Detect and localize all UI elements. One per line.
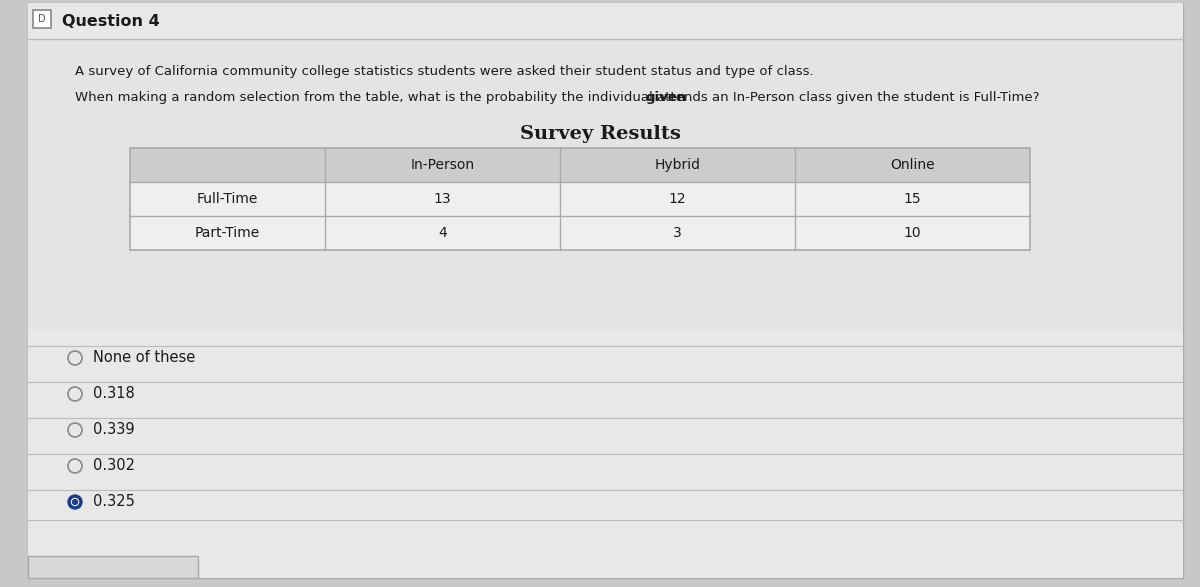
FancyBboxPatch shape [130,182,1030,216]
Text: When making a random selection from the table, what is the probability the indiv: When making a random selection from the … [74,90,1039,103]
Text: 12: 12 [668,192,686,206]
FancyBboxPatch shape [28,330,1183,578]
FancyBboxPatch shape [28,556,198,578]
Text: Part-Time: Part-Time [194,226,260,240]
Text: A survey of California community college statistics students were asked their st: A survey of California community college… [74,66,814,79]
Circle shape [72,498,78,505]
Text: 10: 10 [904,226,922,240]
Text: Hybrid: Hybrid [654,158,701,172]
Circle shape [68,495,82,509]
Text: given: given [646,90,686,103]
Text: 4: 4 [438,226,446,240]
FancyBboxPatch shape [28,3,1183,39]
Text: 0.302: 0.302 [94,458,134,474]
FancyBboxPatch shape [130,148,1030,182]
Text: 0.339: 0.339 [94,423,134,437]
FancyBboxPatch shape [34,10,50,28]
Text: 15: 15 [904,192,922,206]
Text: 13: 13 [433,192,451,206]
Text: 0.325: 0.325 [94,494,134,510]
Text: Online: Online [890,158,935,172]
Text: None of these: None of these [94,350,196,366]
Text: Full-Time: Full-Time [197,192,258,206]
FancyBboxPatch shape [28,39,1183,578]
Circle shape [72,500,78,504]
Text: 0.318: 0.318 [94,386,134,402]
Text: Survey Results: Survey Results [520,125,680,143]
Text: Question 4: Question 4 [62,14,160,29]
Text: In-Person: In-Person [410,158,474,172]
FancyBboxPatch shape [130,216,1030,250]
Text: D: D [38,15,46,25]
Text: 3: 3 [673,226,682,240]
FancyBboxPatch shape [28,3,1183,578]
